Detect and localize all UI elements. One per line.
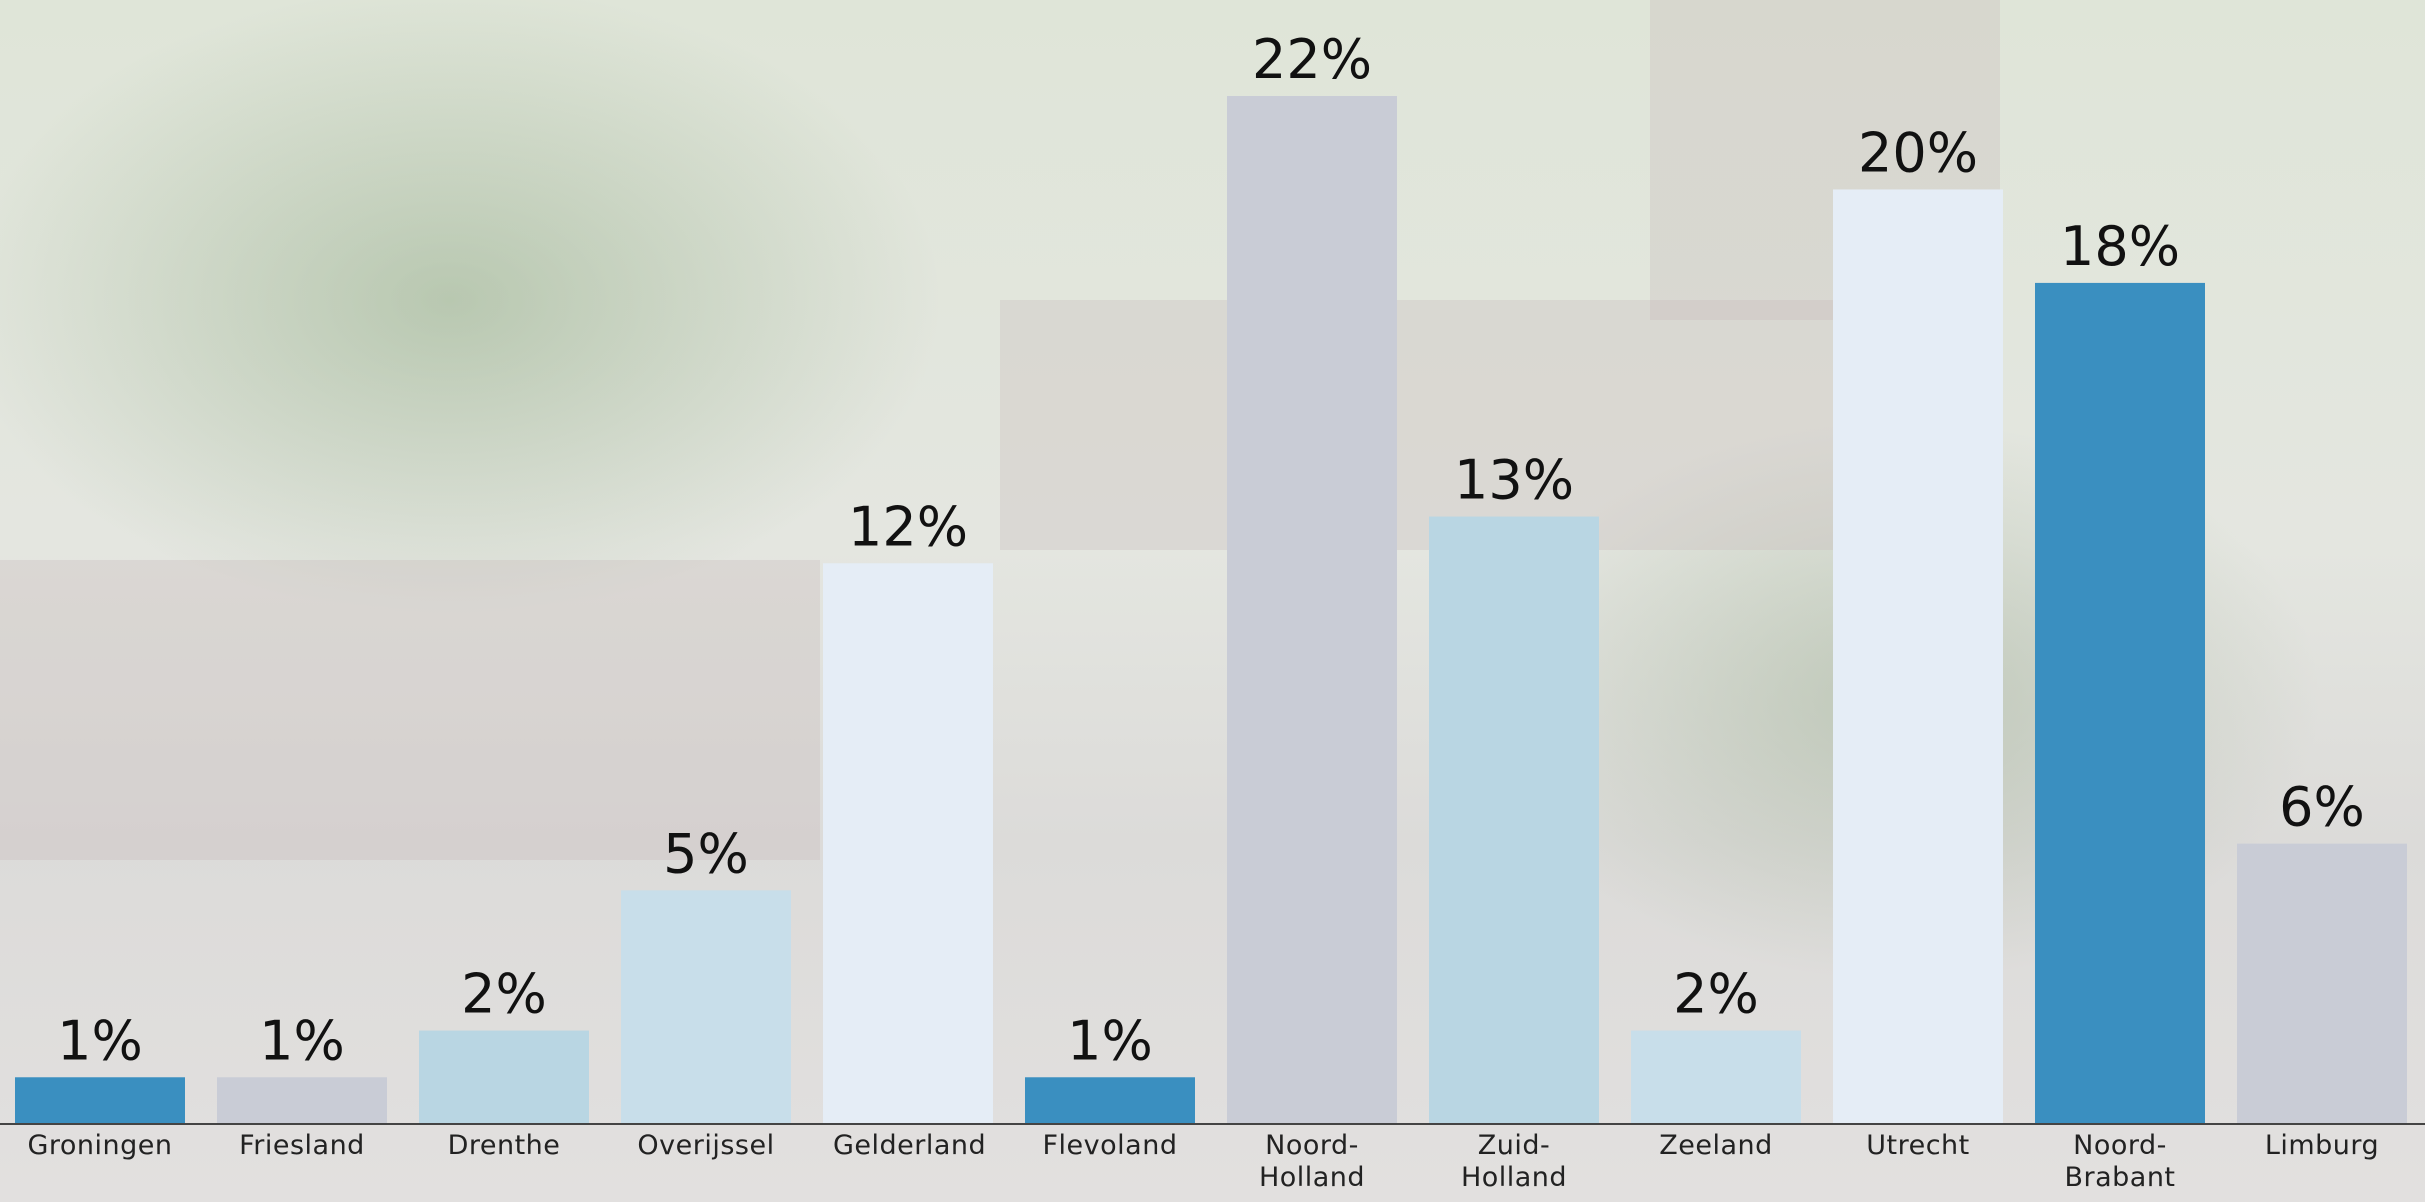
category-label: Drenthe xyxy=(447,1130,561,1161)
value-label: 1% xyxy=(57,1009,143,1072)
value-label: 5% xyxy=(663,822,749,885)
category-label: Limburg xyxy=(2264,1130,2380,1161)
bar xyxy=(15,1077,185,1124)
background-building xyxy=(1000,300,1900,550)
value-label: 18% xyxy=(2060,215,2180,278)
bar xyxy=(1227,96,1397,1124)
category-label: Flevoland xyxy=(1042,1130,1178,1161)
bar xyxy=(1833,189,2003,1125)
bar xyxy=(2035,282,2205,1125)
value-label: 1% xyxy=(1067,1009,1153,1072)
bar xyxy=(1429,516,1599,1124)
bar xyxy=(1631,1030,1801,1124)
category-label: Groningen xyxy=(27,1130,173,1161)
value-label: 13% xyxy=(1454,449,1574,512)
value-label: 2% xyxy=(461,963,547,1026)
value-label: 6% xyxy=(2279,776,2365,839)
bar xyxy=(419,1030,589,1124)
category-label: Overijssel xyxy=(637,1130,775,1161)
category-label: Gelderland xyxy=(833,1130,987,1161)
category-label: Noord-Brabant xyxy=(2064,1130,2176,1193)
value-label: 20% xyxy=(1858,121,1978,184)
bar xyxy=(621,890,791,1124)
category-label: Noord-Holland xyxy=(1258,1130,1366,1193)
value-label: 12% xyxy=(848,495,968,558)
value-label: 1% xyxy=(259,1009,345,1072)
category-label: Utrecht xyxy=(1866,1130,1970,1161)
category-label: Friesland xyxy=(239,1130,365,1161)
bar xyxy=(823,563,993,1124)
value-label: 2% xyxy=(1673,963,1759,1026)
bar xyxy=(217,1077,387,1124)
background-building xyxy=(0,560,820,860)
category-label: Zeeland xyxy=(1659,1130,1773,1161)
value-label: 22% xyxy=(1252,28,1372,91)
category-label: Zuid-Holland xyxy=(1460,1130,1568,1193)
bar xyxy=(1025,1077,1195,1124)
bar xyxy=(2237,843,2407,1124)
